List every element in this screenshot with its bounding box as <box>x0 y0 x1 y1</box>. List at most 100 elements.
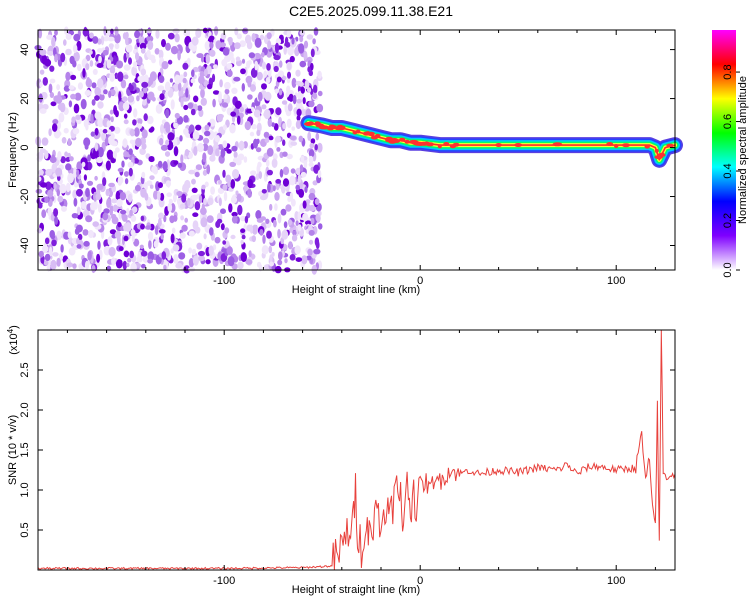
snr-ticks: -100 0 100 0.5 1.0 1.5 2.0 2.5 <box>19 330 675 587</box>
noise-speckle <box>36 176 42 182</box>
noise-speckle <box>203 197 207 206</box>
noise-speckle <box>198 75 205 85</box>
spectrogram-ytick-label: 0 <box>19 144 31 150</box>
noise-speckle <box>268 135 274 141</box>
noise-speckle <box>85 78 93 88</box>
noise-speckle <box>129 250 135 259</box>
noise-speckle <box>269 261 274 267</box>
noise-speckle <box>44 196 49 204</box>
noise-speckle <box>141 263 146 269</box>
noise-speckle <box>273 219 277 228</box>
ridge-peak <box>666 143 674 148</box>
noise-speckle <box>206 215 214 224</box>
noise-speckle <box>57 195 64 203</box>
noise-speckle <box>231 145 238 152</box>
noise-speckle <box>220 32 227 40</box>
noise-speckle <box>89 60 94 67</box>
ridge-peak <box>425 142 435 147</box>
noise-speckle <box>209 155 216 162</box>
noise-speckle <box>287 219 293 226</box>
noise-speckle <box>47 207 52 217</box>
noise-speckle <box>298 188 305 198</box>
noise-speckle <box>237 153 245 161</box>
snr-marks <box>37 330 676 571</box>
noise-speckle <box>218 197 222 207</box>
noise-speckle <box>97 101 104 109</box>
noise-speckle <box>194 201 201 211</box>
noise-speckle <box>240 228 246 233</box>
noise-speckle <box>49 78 56 84</box>
noise-speckle <box>291 77 297 88</box>
noise-speckle <box>212 98 216 108</box>
noise-speckle <box>109 109 114 115</box>
noise-speckle <box>164 81 171 92</box>
noise-speckle <box>285 204 292 212</box>
noise-speckle <box>282 178 290 187</box>
noise-speckle <box>140 250 148 257</box>
noise-speckle <box>122 138 128 148</box>
noise-speckle <box>172 137 178 148</box>
noise-speckle <box>60 52 66 63</box>
noise-speckle <box>226 246 233 256</box>
figure-title: C2E5.2025.099.11.38.E21 <box>289 3 453 19</box>
noise-speckle <box>273 65 279 73</box>
noise-speckle <box>269 254 273 264</box>
noise-speckle <box>197 142 204 153</box>
noise-speckle <box>73 44 78 53</box>
noise-speckle <box>131 233 135 243</box>
noise-speckle <box>286 153 293 160</box>
noise-speckle <box>146 28 152 34</box>
noise-speckle <box>83 240 90 247</box>
noise-speckle <box>274 42 280 54</box>
noise-speckle <box>268 69 272 79</box>
noise-speckle <box>117 221 122 228</box>
noise-speckle <box>169 78 173 83</box>
noise-speckle <box>133 238 140 247</box>
noise-speckle <box>84 90 92 96</box>
noise-speckle <box>161 251 167 260</box>
noise-speckle <box>165 108 170 119</box>
noise-speckle <box>241 58 246 64</box>
noise-speckle <box>174 74 181 85</box>
noise-speckle <box>248 52 256 59</box>
noise-speckle <box>80 98 87 110</box>
noise-speckle <box>281 229 289 240</box>
noise-speckle <box>281 100 288 105</box>
noise-speckle <box>148 239 152 250</box>
noise-speckle <box>184 149 190 157</box>
noise-speckle <box>298 81 305 87</box>
noise-speckle <box>309 142 315 149</box>
noise-speckle <box>103 26 107 36</box>
noise-speckle <box>308 239 314 245</box>
noise-speckle <box>92 68 98 75</box>
noise-speckle <box>295 220 299 227</box>
noise-speckle <box>297 224 302 232</box>
noise-speckle <box>161 39 166 48</box>
noise-speckle <box>313 164 320 174</box>
noise-speckle <box>60 156 66 164</box>
noise-speckle <box>135 52 140 61</box>
noise-speckle <box>200 217 208 228</box>
noise-speckle <box>302 200 307 209</box>
noise-speckle <box>83 174 87 181</box>
noise-speckle <box>265 159 270 167</box>
noise-speckle <box>115 147 120 153</box>
noise-speckle <box>315 132 320 141</box>
noise-speckle <box>161 60 169 70</box>
noise-speckle <box>127 257 132 263</box>
noise-speckle <box>176 191 183 196</box>
noise-speckle <box>123 113 128 119</box>
noise-speckle <box>230 234 236 240</box>
noise-speckle <box>183 83 187 92</box>
ridge-peak <box>318 125 329 130</box>
noise-speckle <box>317 70 322 79</box>
noise-speckle <box>173 254 179 264</box>
ridge-peak <box>367 131 375 136</box>
noise-speckle <box>147 80 152 87</box>
noise-speckle <box>70 93 77 100</box>
noise-speckle <box>114 230 122 239</box>
noise-speckle <box>85 215 93 223</box>
noise-speckle <box>137 76 142 82</box>
noise-speckle <box>234 27 239 36</box>
